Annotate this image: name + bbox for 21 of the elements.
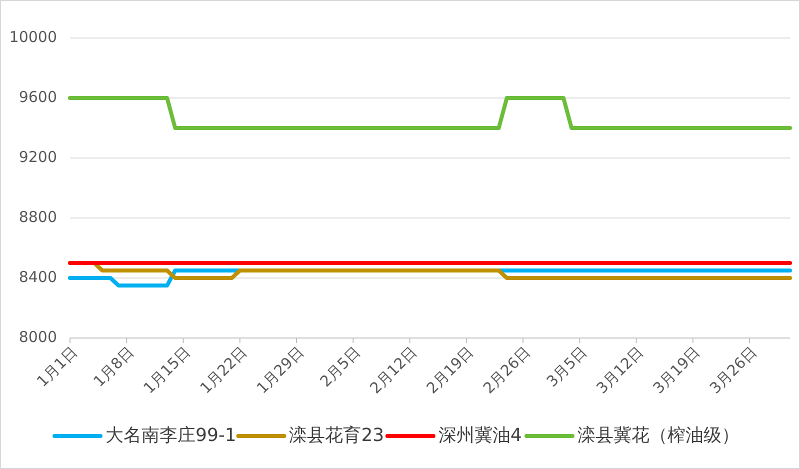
x-tick-label: 3月12日 — [592, 342, 648, 398]
x-tick-label: 2月19日 — [422, 342, 478, 398]
y-tick-label: 9200 — [18, 148, 57, 166]
x-tick-label: 2月26日 — [480, 342, 534, 398]
y-tick-label: 10000 — [9, 28, 57, 46]
legend-label: 大名南李庄99-1 — [106, 424, 236, 446]
x-tick-label: 2月5日 — [316, 342, 364, 390]
x-tick-label: 2月12日 — [366, 342, 421, 398]
y-tick-label: 8400 — [18, 268, 57, 286]
x-tick-label: 1月15日 — [140, 342, 194, 398]
legend-label: 深州冀油4 — [438, 424, 522, 446]
x-tick-label: 1月8日 — [90, 342, 138, 390]
x-tick-label: 3月5日 — [542, 342, 590, 390]
x-tick-label: 3月19日 — [649, 342, 704, 398]
x-tick-label: 1月29日 — [253, 342, 308, 398]
legend-label: 滦县花育23 — [289, 424, 384, 446]
y-tick-label: 9600 — [18, 88, 57, 106]
legend-label: 滦县冀花（榨油级） — [577, 424, 740, 446]
x-tick-label: 1月22日 — [196, 342, 251, 398]
x-tick-label: 3月26日 — [706, 342, 760, 398]
y-tick-label: 8800 — [18, 208, 57, 226]
